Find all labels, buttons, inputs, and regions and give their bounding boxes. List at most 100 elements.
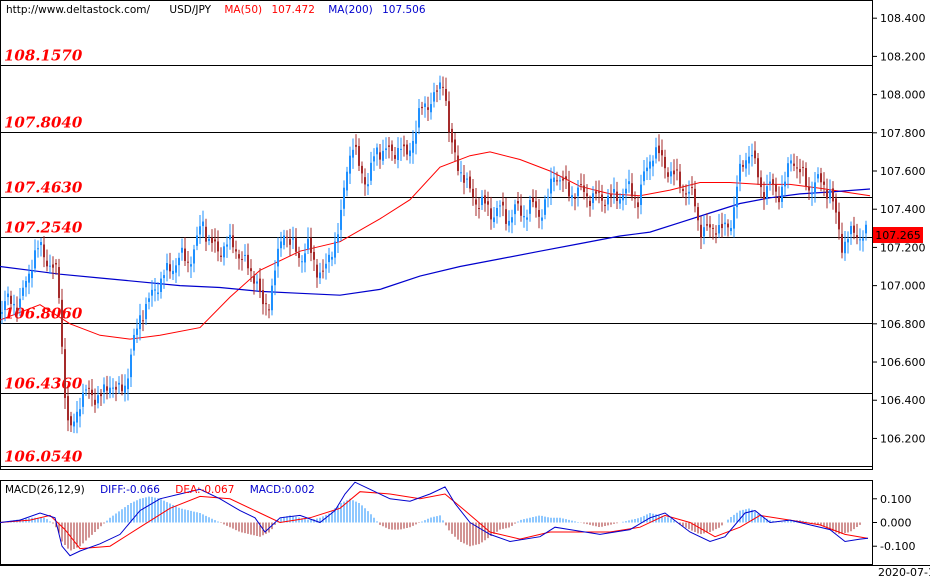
candle-body	[631, 183, 633, 197]
candle-body	[724, 222, 726, 225]
candle-body	[865, 224, 867, 234]
candle-body	[79, 409, 81, 417]
candle-body	[592, 193, 594, 204]
macd-legend: MACD(26,12,9) DIFF:-0.066 DEA:-0.067 MAC…	[5, 484, 315, 496]
macd-tick-label: 0.000	[880, 517, 912, 530]
candle-body	[652, 160, 654, 167]
candle-body	[58, 267, 60, 298]
candle-body	[91, 389, 93, 396]
candle-body	[730, 227, 732, 232]
candle-body	[256, 281, 258, 284]
candle-body	[403, 144, 405, 147]
candle-body	[484, 195, 486, 204]
candle-body	[148, 298, 150, 302]
candle-body	[211, 237, 213, 243]
price-tick-label: 108.000	[880, 89, 926, 102]
candle-body	[208, 238, 210, 241]
candle-body	[862, 238, 864, 241]
candle-body	[310, 237, 312, 253]
candle-body	[220, 255, 222, 257]
candle-body	[766, 186, 768, 199]
candle-body	[130, 354, 132, 378]
candle-body	[460, 172, 462, 174]
candle-body	[61, 299, 63, 347]
ma200-line	[0, 188, 871, 296]
macd-tick-label: -0.100	[880, 540, 915, 553]
candle-body	[346, 171, 348, 191]
candle-body	[184, 248, 186, 261]
candle-body	[193, 249, 195, 264]
macd-dea-label: DEA:-0.067	[175, 484, 234, 496]
ma200-value: 107.506	[382, 4, 426, 16]
candle-body	[745, 160, 747, 169]
candle-body	[295, 238, 297, 252]
candle-body	[106, 386, 108, 391]
candle-body	[817, 174, 819, 179]
candle-body	[10, 295, 12, 304]
candle-body	[427, 107, 429, 110]
candle-body	[163, 275, 165, 279]
candle-body	[613, 188, 615, 193]
macd-diff-label: DIFF:-0.066	[100, 484, 160, 496]
candle-body	[796, 167, 798, 169]
candle-body	[553, 177, 555, 182]
candle-body	[25, 280, 27, 288]
candle-body	[658, 145, 660, 154]
candle-body	[496, 207, 498, 217]
candle-body	[532, 197, 534, 203]
candle-body	[751, 155, 753, 157]
candle-body	[856, 235, 858, 238]
candle-body	[400, 148, 402, 150]
candle-body	[634, 197, 636, 199]
candle-body	[787, 163, 789, 178]
candle-body	[739, 163, 741, 182]
candle-body	[490, 208, 492, 220]
candle-body	[475, 199, 477, 205]
candle-body	[628, 181, 630, 185]
candle-body	[604, 204, 606, 207]
candle-body	[694, 188, 696, 207]
price-tick-label: 107.800	[880, 127, 926, 140]
candle-body	[775, 184, 777, 192]
candle-body	[202, 221, 204, 227]
candle-body	[847, 239, 849, 243]
candle-body	[757, 158, 759, 178]
candle-body	[649, 161, 651, 169]
candle-body	[118, 382, 120, 385]
candle-body	[127, 378, 129, 390]
candle-body	[526, 217, 528, 220]
candle-body	[811, 193, 813, 195]
candle-body	[382, 150, 384, 161]
horizontal-levels: 108.1570 107.8040 107.4630 107.2540 106.8060…	[0, 47, 872, 467]
candle-body	[763, 192, 765, 200]
candle-body	[100, 394, 102, 397]
candle-body	[289, 239, 291, 245]
candle-body	[133, 334, 135, 351]
candle-body	[781, 186, 783, 202]
candle-body	[325, 263, 327, 269]
candle-body	[217, 241, 219, 252]
candle-body	[304, 253, 306, 263]
candle-body	[178, 257, 180, 266]
candle-body	[412, 140, 414, 153]
candle-body	[505, 209, 507, 224]
candle-body	[394, 155, 396, 159]
ma50-value: 107.472	[271, 4, 314, 16]
candle-body	[718, 225, 720, 234]
candle-body	[253, 275, 255, 284]
candle-body	[859, 239, 861, 241]
candle-body	[391, 144, 393, 151]
candle-body	[769, 181, 771, 184]
candle-body	[226, 244, 228, 247]
candle-body	[349, 155, 351, 174]
candle-body	[229, 234, 231, 240]
candle-body	[712, 227, 714, 229]
candle-body	[544, 199, 546, 215]
candle-body	[748, 156, 750, 164]
candle-body	[421, 106, 423, 109]
candle-body	[196, 235, 198, 246]
level-label: 107.8040	[4, 114, 83, 132]
price-axis: 108.400 108.200 108.000 107.800 107.600 107.4…	[872, 12, 926, 445]
site-url[interactable]: http://www.deltastock.com/	[6, 4, 151, 16]
candle-body	[514, 204, 516, 215]
